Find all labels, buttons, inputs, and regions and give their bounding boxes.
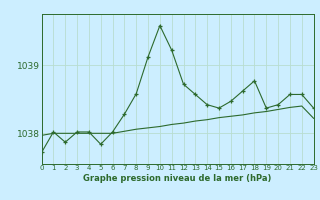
X-axis label: Graphe pression niveau de la mer (hPa): Graphe pression niveau de la mer (hPa) (84, 174, 272, 183)
